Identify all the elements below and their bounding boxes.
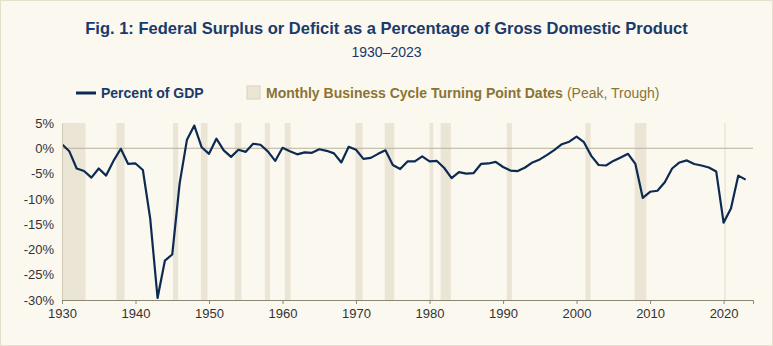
plot: 5%0%-5%-10%-15%-20%-25%-30%1930194019501… — [24, 116, 754, 322]
x-tick-mark — [62, 300, 63, 304]
x-tick-mark — [283, 300, 284, 304]
y-tick-label: -20% — [24, 242, 55, 257]
x-tick-label: 1970 — [342, 306, 371, 321]
y-tick: -10% — [24, 192, 62, 207]
x-tick: 1990 — [489, 300, 518, 321]
x-tick-label: 2020 — [710, 306, 739, 321]
x-tick-label: 1930 — [48, 306, 77, 321]
x-tick-mark — [650, 300, 651, 304]
y-tick: 5% — [35, 116, 62, 131]
x-tick-mark — [724, 300, 725, 304]
legend-swatch — [247, 86, 260, 99]
x-tick-mark — [136, 300, 137, 304]
x-tick-label: 1960 — [269, 306, 298, 321]
legend-label-note: (Peak, Trough) — [567, 85, 660, 101]
x-tick-mark — [430, 300, 431, 304]
x-axis: 1930 1940 1950 1960 1970 1980 1990 2000 2010 2020 — [48, 300, 753, 321]
x-tick-label: 1940 — [122, 306, 151, 321]
y-tick-label: -5% — [31, 166, 55, 181]
x-tick-mark — [577, 300, 578, 304]
x-tick-label: 2000 — [563, 306, 592, 321]
recession-band — [441, 123, 451, 300]
x-tick-label: 1980 — [416, 306, 445, 321]
legend-swatch — [76, 92, 96, 95]
x-tick: 2010 — [636, 300, 665, 321]
legend-label-main: Monthly Business Cycle Turning Point Dat… — [266, 85, 563, 101]
legend-label: Percent of GDP — [101, 85, 204, 101]
y-tick: -15% — [24, 217, 62, 232]
x-tick: 2000 — [563, 300, 592, 321]
zero-line — [62, 148, 753, 149]
recession-band — [430, 123, 434, 300]
x-tick-label: 1990 — [489, 306, 518, 321]
legend-label: Monthly Business Cycle Turning Point Dat… — [266, 85, 660, 101]
y-tick: -20% — [24, 242, 62, 257]
marks — [62, 123, 753, 300]
x-tick-mark — [356, 300, 357, 304]
recession-band — [507, 123, 512, 300]
y-tick-label: -10% — [24, 192, 55, 207]
y-tick-label: -15% — [24, 217, 55, 232]
chart: Fig. 1: Federal Surplus or Deficit as a … — [0, 0, 773, 346]
y-tick-label: 0% — [35, 141, 54, 156]
y-tick: 0% — [35, 141, 62, 156]
y-tick: -5% — [31, 166, 62, 181]
subtitle: 1930–2023 — [351, 44, 421, 60]
x-tick: 1960 — [269, 300, 298, 321]
y-tick: -25% — [24, 267, 62, 282]
y-tick-label: -25% — [24, 267, 55, 282]
y-axis-line — [62, 124, 63, 301]
x-tick: 1940 — [122, 300, 151, 321]
x-tick: 1930 — [48, 300, 77, 321]
x-tick: 1980 — [416, 300, 445, 321]
recession-band — [724, 123, 725, 300]
y-tick-label: 5% — [35, 116, 54, 131]
x-tick-label: 1950 — [195, 306, 224, 321]
x-tick: 1950 — [195, 300, 224, 321]
x-tick: 1970 — [342, 300, 371, 321]
background — [1, 1, 773, 346]
y-axis: 5%0%-5%-10%-15%-20%-25%-30% — [24, 116, 63, 308]
x-tick-label: 2010 — [636, 306, 665, 321]
title: Fig. 1: Federal Surplus or Deficit as a … — [85, 19, 688, 37]
x-axis-line — [63, 301, 754, 305]
x-tick: 2020 — [710, 300, 739, 321]
recession-band — [62, 123, 86, 300]
recession-band — [635, 123, 647, 300]
x-tick-mark — [503, 300, 504, 304]
legend: Percent of GDP Monthly Business Cycle Tur… — [76, 85, 660, 101]
line — [62, 126, 746, 298]
x-tick-mark — [209, 300, 210, 304]
